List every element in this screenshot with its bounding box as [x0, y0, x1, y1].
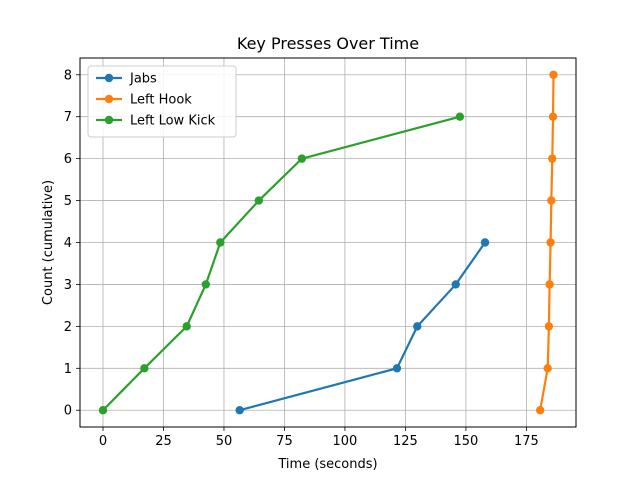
y-tick-label: 7 — [64, 110, 72, 125]
data-point-left-low-kick — [455, 112, 465, 121]
legend-marker-jabs — [104, 73, 114, 83]
data-point-jabs — [235, 406, 244, 415]
x-tick-label: 75 — [276, 434, 293, 449]
y-tick-label: 4 — [64, 236, 72, 251]
data-point-left-low-kick — [140, 364, 149, 373]
chart-title: Key Presses Over Time — [237, 34, 419, 53]
data-point-left-low-kick — [216, 238, 225, 247]
data-point-left-hook — [546, 238, 555, 247]
legend-item-left-low-kick: Left Low Kick — [96, 114, 216, 129]
x-tick-label: 0 — [99, 434, 107, 449]
x-tick-label: 175 — [514, 434, 539, 449]
data-point-left-hook — [544, 322, 554, 331]
legend-marker-left-low-kick — [104, 115, 114, 125]
data-point-left-low-kick — [254, 196, 264, 205]
series-left-low-kick — [98, 112, 465, 415]
series-line-left-low-kick — [102, 115, 461, 411]
y-tick-label: 6 — [64, 152, 72, 167]
data-point-left-hook — [548, 112, 558, 121]
x-tick-label: 150 — [453, 434, 478, 449]
y-tick-label: 5 — [64, 194, 72, 209]
legend-box — [87, 65, 237, 138]
data-point-left-hook — [548, 154, 557, 163]
data-point-jabs — [480, 238, 490, 247]
y-axis-label: Count (cumulative) — [41, 180, 56, 305]
data-point-left-low-kick — [98, 406, 108, 415]
series-jabs — [235, 238, 490, 415]
data-point-left-hook — [535, 406, 545, 415]
data-point-left-low-kick — [182, 322, 191, 331]
y-tick-label: 8 — [64, 68, 72, 83]
data-point-left-hook — [547, 196, 556, 205]
legend-label-left-hook: Left Hook — [130, 93, 192, 108]
x-axis-ticks: 0 25 50 75 100 125 150 175 — [99, 427, 539, 449]
data-point-left-hook — [545, 280, 554, 289]
y-tick-label: 3 — [64, 278, 72, 293]
x-tick-label: 25 — [155, 434, 172, 449]
data-point-jabs — [451, 280, 460, 289]
data-point-left-hook — [543, 364, 552, 373]
y-tick-label: 1 — [64, 362, 72, 377]
data-point-left-hook — [549, 70, 558, 79]
y-tick-label: 2 — [64, 320, 72, 335]
legend-label-jabs: Jabs — [129, 72, 157, 87]
x-tick-label: 125 — [393, 434, 418, 449]
series-left-hook — [535, 70, 558, 415]
x-axis-label: Time (seconds) — [277, 457, 377, 472]
legend-item-left-hook: Left Hook — [96, 93, 192, 108]
data-point-jabs — [413, 322, 422, 331]
y-tick-label: 0 — [64, 404, 72, 419]
x-tick-label: 100 — [333, 434, 358, 449]
x-tick-label: 50 — [216, 434, 233, 449]
legend-item-jabs: Jabs — [96, 72, 157, 87]
legend-marker-left-hook — [104, 94, 114, 104]
series-lines — [98, 70, 558, 415]
legend-label-left-low-kick: Left Low Kick — [130, 114, 216, 129]
data-point-left-low-kick — [201, 280, 211, 289]
legend: Jabs Left Hook Left Low Kick — [87, 65, 237, 138]
data-point-left-low-kick — [297, 154, 307, 163]
data-point-jabs — [392, 364, 402, 373]
y-axis-ticks: 0 1 2 3 4 5 6 7 8 — [64, 68, 80, 419]
